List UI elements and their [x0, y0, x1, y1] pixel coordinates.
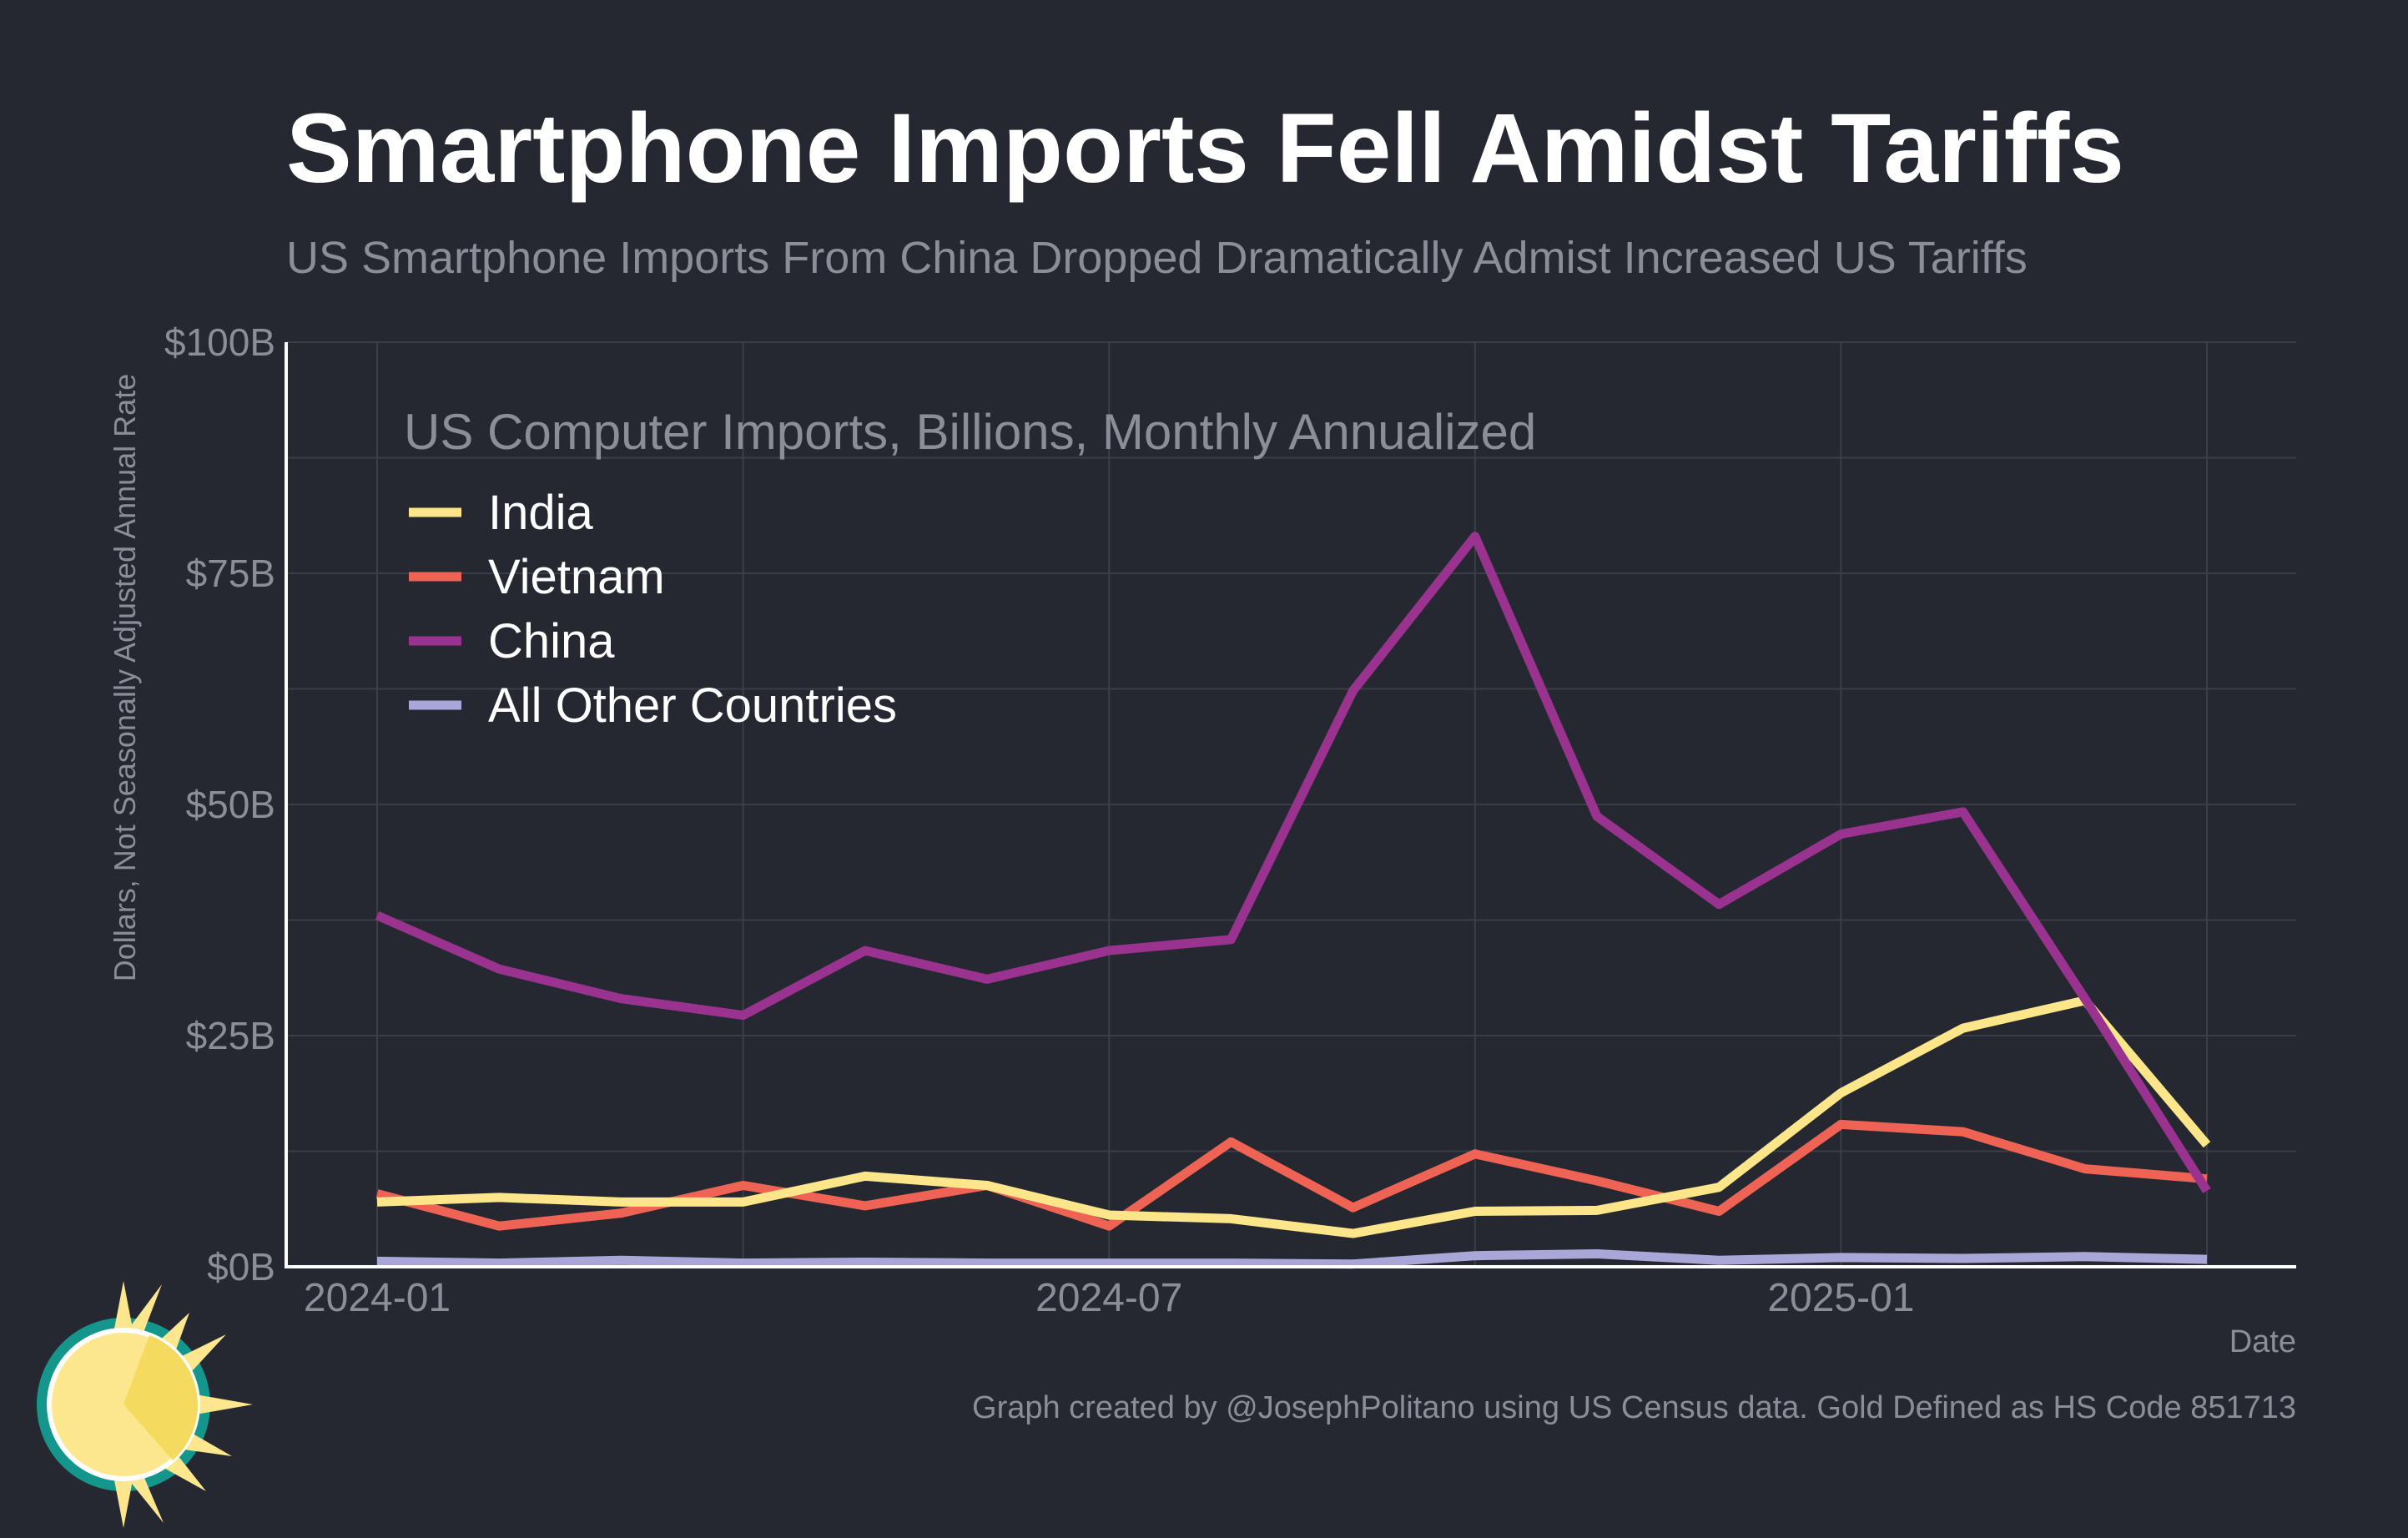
- legend-label: Vietnam: [488, 550, 665, 604]
- grid: [286, 341, 2296, 1268]
- x-tick-label: 2025-01: [1767, 1276, 1914, 1320]
- chart-title: Smartphone Imports Fell Amidst Tariffs: [286, 93, 2124, 204]
- y-axis-label: Dollars, Not Seasonally Adjusted Annual …: [108, 374, 142, 981]
- x-tick-label: 2024-01: [304, 1276, 451, 1320]
- legend-items: India Vietnam China All Other Countries: [409, 486, 897, 733]
- y-tick-label: $25B: [186, 1014, 275, 1057]
- legend-title: US Computer Imports, Billions, Monthly A…: [404, 404, 1536, 460]
- sun-logo-icon: [37, 1281, 253, 1528]
- series-lines: [375, 532, 2211, 1269]
- series-line-india: [376, 996, 2211, 1238]
- y-tick-label: $75B: [186, 552, 275, 595]
- x-axis-label: Date: [2229, 1324, 2296, 1359]
- series-line-china: [375, 532, 2211, 1194]
- y-axis-ticks: $0B $25B $50B $75B $100B: [164, 320, 275, 1288]
- y-tick-label: $100B: [164, 320, 275, 364]
- legend-label: China: [488, 614, 615, 668]
- x-tick-label: 2024-07: [1035, 1276, 1182, 1320]
- y-tick-label: $0B: [207, 1245, 275, 1288]
- chart-subtitle: US Smartphone Imports From China Dropped…: [286, 233, 2028, 283]
- series-line-all-other-countries: [376, 1249, 2208, 1269]
- y-tick-label: $50B: [186, 783, 275, 826]
- legend-label: All Other Countries: [488, 678, 897, 733]
- legend: US Computer Imports, Billions, Monthly A…: [404, 404, 1536, 733]
- x-axis-ticks: 2024-01 2024-07 2025-01: [304, 1276, 1915, 1320]
- credit-text: Graph created by @JosephPolitano using U…: [972, 1390, 2296, 1425]
- legend-label: India: [488, 486, 594, 540]
